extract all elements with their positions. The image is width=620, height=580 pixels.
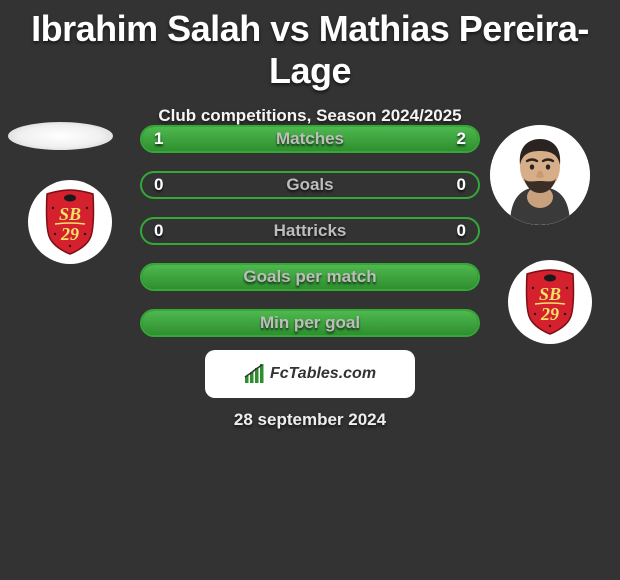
- stat-row: Min per goal: [140, 309, 480, 337]
- stat-right-value: 0: [457, 175, 466, 195]
- player-right-photo: [490, 125, 590, 225]
- svg-text:SB: SB: [539, 284, 561, 304]
- stat-right-value: 0: [457, 221, 466, 241]
- stat-left-value: 0: [154, 221, 163, 241]
- page-title: Ibrahim Salah vs Mathias Pereira-Lage: [0, 0, 620, 92]
- stat-right-value: 2: [457, 129, 466, 149]
- stat-label: Goals: [286, 175, 333, 195]
- stat-label: Min per goal: [260, 313, 360, 333]
- svg-text:29: 29: [540, 304, 559, 324]
- stat-label: Hattricks: [274, 221, 347, 241]
- svg-text:SB: SB: [59, 204, 81, 224]
- brand-text: FcTables.com: [270, 365, 376, 383]
- stat-row: 1 Matches 2: [140, 125, 480, 153]
- footer-date: 28 september 2024: [0, 410, 620, 430]
- stat-left-value: 1: [154, 129, 163, 149]
- stat-row: 0 Goals 0: [140, 171, 480, 199]
- stat-label: Matches: [276, 129, 344, 149]
- stat-left-value: 0: [154, 175, 163, 195]
- chart-icon: [244, 364, 266, 384]
- stat-label: Goals per match: [243, 267, 376, 287]
- subtitle: Club competitions, Season 2024/2025: [0, 106, 620, 126]
- stat-row: Goals per match: [140, 263, 480, 291]
- stats-area: 1 Matches 2 0 Goals 0 0 Hattricks 0 Goals per mat…: [140, 125, 480, 355]
- stat-row: 0 Hattricks 0: [140, 217, 480, 245]
- team-crest-left: SB 29: [28, 180, 112, 264]
- player-left-photo: [8, 122, 113, 150]
- brand-box: FcTables.com: [205, 350, 415, 398]
- team-crest-right: SB 29: [508, 260, 592, 344]
- svg-text:29: 29: [60, 224, 79, 244]
